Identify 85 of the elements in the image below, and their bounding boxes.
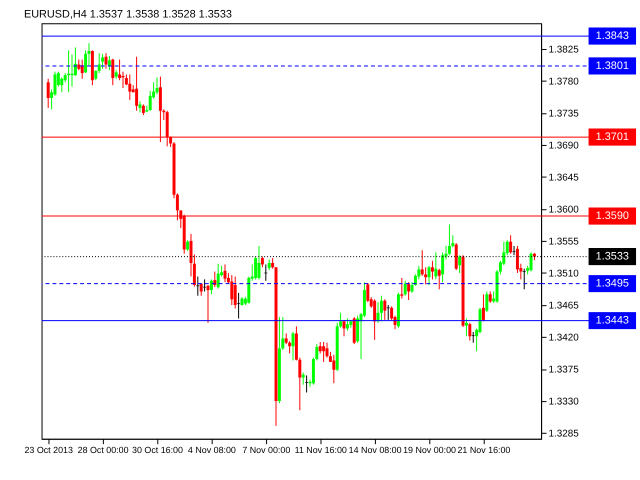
candlestick bbox=[485, 290, 488, 313]
y-tick-label: 1.3375 bbox=[548, 364, 580, 376]
candlestick bbox=[428, 265, 431, 286]
candlestick bbox=[203, 278, 206, 292]
y-tick-label: 1.3645 bbox=[548, 172, 580, 184]
candlestick bbox=[80, 59, 84, 80]
ref-line-label: 1.3843 bbox=[596, 30, 629, 42]
ref-line-label: 1.3801 bbox=[596, 60, 629, 72]
ref-line-label: 1.3590 bbox=[596, 210, 629, 222]
candlestick bbox=[346, 318, 349, 332]
x-tick-label: 7 Nov 00:00 bbox=[242, 445, 290, 456]
ref-line-label: 1.3443 bbox=[596, 314, 629, 327]
candlestick bbox=[46, 78, 50, 108]
candlestick bbox=[111, 58, 114, 86]
candlestick bbox=[292, 332, 294, 361]
candlestick bbox=[135, 56, 138, 112]
candlestick bbox=[380, 295, 383, 322]
candlestick bbox=[142, 104, 145, 116]
candlestick bbox=[434, 252, 438, 280]
candlestick bbox=[448, 224, 451, 256]
candlestick bbox=[404, 280, 407, 296]
candlestick bbox=[264, 264, 268, 282]
candlestick bbox=[200, 283, 203, 296]
candlestick bbox=[206, 284, 210, 324]
candlestick bbox=[468, 322, 472, 342]
candlestick bbox=[458, 254, 462, 274]
candlestick bbox=[258, 245, 260, 280]
candlestick bbox=[305, 374, 308, 393]
y-tick-label: 1.3825 bbox=[548, 44, 580, 56]
candlestick bbox=[332, 354, 336, 384]
y-tick-label: 1.3330 bbox=[548, 396, 580, 408]
y-tick-label: 1.3600 bbox=[548, 204, 580, 216]
candlestick bbox=[322, 341, 326, 362]
candlestick bbox=[407, 282, 410, 300]
x-tick-label: 14 Nov 08:00 bbox=[348, 445, 402, 456]
candlestick bbox=[210, 278, 213, 295]
candlestick bbox=[383, 298, 386, 320]
candlestick bbox=[302, 372, 305, 386]
candlestick bbox=[430, 260, 434, 280]
x-tick-label: 30 Oct 16:00 bbox=[132, 445, 183, 456]
y-tick-label: 1.3420 bbox=[548, 332, 580, 344]
y-tick-label: 1.3285 bbox=[548, 428, 580, 440]
y-tick-label: 1.3510 bbox=[548, 268, 580, 280]
candlestick bbox=[224, 264, 226, 283]
candlestick bbox=[373, 298, 376, 340]
candlestick bbox=[234, 276, 237, 310]
candlestick bbox=[138, 101, 142, 113]
y-tick-label: 1.3690 bbox=[548, 140, 580, 152]
candlestick bbox=[326, 342, 328, 358]
y-tick-label: 1.3465 bbox=[548, 300, 580, 312]
x-tick-label: 11 Nov 16:00 bbox=[294, 445, 347, 456]
candlestick bbox=[230, 274, 234, 306]
x-tick-label: 21 Nov 16:00 bbox=[457, 445, 510, 456]
candlestick bbox=[509, 234, 512, 254]
candlestick bbox=[260, 256, 264, 268]
candlestick bbox=[237, 292, 240, 319]
candlestick bbox=[196, 276, 200, 296]
candlestick bbox=[268, 258, 271, 271]
y-tick-label: 1.3555 bbox=[548, 236, 580, 248]
candlestick bbox=[128, 74, 132, 101]
candlestick bbox=[216, 263, 220, 290]
chart-title: EURUSD,H4 1.3537 1.3538 1.3528 1.3533 bbox=[24, 8, 232, 20]
candlestick bbox=[438, 268, 441, 290]
ref-line-label: 1.3701 bbox=[596, 131, 629, 144]
candlestick bbox=[482, 294, 485, 322]
ref-line-label: 1.3533 bbox=[596, 250, 629, 263]
candlestick bbox=[488, 290, 492, 304]
y-tick-label: 1.3780 bbox=[548, 76, 580, 88]
x-tick-label: 4 Nov 08:00 bbox=[188, 445, 236, 456]
x-tick-label: 28 Oct 00:00 bbox=[78, 445, 129, 456]
candlestick bbox=[186, 240, 190, 252]
x-tick-label: 19 Nov 00:00 bbox=[403, 445, 456, 456]
candlestick bbox=[156, 76, 158, 95]
candlestick bbox=[530, 252, 533, 272]
candlestick bbox=[60, 76, 64, 93]
candlestick bbox=[122, 71, 124, 88]
candlestick bbox=[342, 319, 346, 337]
candlestick bbox=[318, 341, 322, 354]
candlestick bbox=[101, 53, 104, 70]
y-tick-label: 1.3735 bbox=[548, 108, 580, 120]
ref-line-label: 1.3495 bbox=[596, 278, 629, 290]
candlestick bbox=[472, 332, 475, 344]
x-tick-label: 23 Oct 2013 bbox=[24, 445, 73, 456]
candlestick bbox=[386, 304, 390, 320]
candlestick bbox=[104, 52, 108, 70]
